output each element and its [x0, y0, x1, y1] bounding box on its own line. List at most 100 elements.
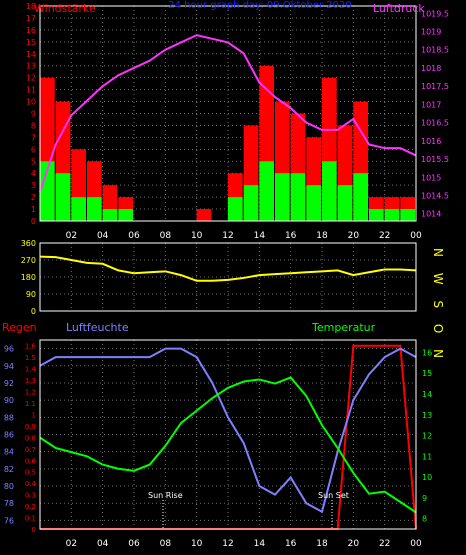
wind-average-bar — [87, 197, 102, 221]
x-tick-label: 12 — [222, 231, 233, 241]
wind-tick-label: 1 — [31, 205, 36, 214]
wind-average-bar — [322, 161, 337, 221]
x-tick-label: 06 — [128, 231, 140, 241]
humidity-axis-ticks: 76 78 80 82 84 86 88 90 92 94 96 — [4, 345, 14, 526]
rain-tick-label: 1.1 — [25, 400, 36, 408]
humidity-tick-label: 78 — [4, 499, 14, 508]
humidity-tick-label: 84 — [4, 448, 14, 457]
wind-tick-label: 10 — [26, 98, 36, 107]
wind-tick-label: 3 — [31, 181, 36, 190]
pressure-tick-label: 1016.5 — [421, 119, 449, 128]
pressure-tick-label: 1017 — [421, 100, 441, 109]
wind-tick-label: 11 — [26, 86, 36, 95]
humidity-tick-label: 96 — [4, 345, 14, 354]
x-tick-label: 02 — [66, 539, 77, 549]
pressure-tick-label: 1019.5 — [421, 9, 449, 18]
direction-tick-label: 90 — [26, 290, 36, 299]
pressure-tick-label: 1014 — [421, 210, 441, 219]
rain-tick-label: 0.2 — [25, 503, 36, 511]
direction-tick-label: 360 — [21, 239, 36, 248]
humidity-tick-label: 80 — [4, 482, 14, 491]
rain-tick-label: 0.5 — [25, 469, 36, 477]
wind-gust-bar — [196, 209, 212, 221]
wind-average-bar — [306, 185, 321, 221]
rain-tick-label: 0.8 — [25, 434, 36, 442]
humidity-line — [39, 347, 417, 514]
pressure-axis-ticks: 1014 1014.5 1015 1015.5 1016 1016.5 1017 1017.5… — [421, 9, 449, 218]
x-tick-label: 08 — [160, 231, 172, 241]
direction-tick-label: 180 — [21, 273, 36, 282]
climate-panel-x-ticks: 02 04 06 08 10 12 14 16 18 20 22 00 — [66, 539, 422, 549]
wind-tick-label: 17 — [26, 14, 36, 23]
wind-panel-frame — [39, 5, 417, 222]
pressure-tick-label: 1017.5 — [421, 82, 449, 91]
rain-axis-ticks: 0 0.1 0.2 0.3 0.4 0.5 0.6 0.7 0.8 0.9 1 1.1 1.2 1.3 1.… — [25, 343, 37, 534]
rain-tick-label: 0.3 — [25, 492, 36, 500]
temperature-tick-label: 12 — [422, 432, 432, 441]
sun-set-label: Sun Set — [318, 491, 349, 500]
temperature-tick-label: 14 — [422, 390, 432, 399]
x-tick-label: 18 — [316, 539, 328, 549]
pressure-axis-title: Luftdruck — [373, 2, 425, 15]
humidity-axis-title: Luftfeuchte — [66, 321, 129, 334]
wind-average-bar — [228, 197, 243, 221]
wind-average-bar — [275, 173, 290, 221]
wind-panel-x-ticks: 02 04 06 08 10 12 14 16 18 20 22 00 — [66, 231, 422, 241]
wind-tick-label: 18 — [26, 2, 36, 11]
rain-tick-label: 1.4 — [25, 366, 37, 374]
x-tick-label: 06 — [128, 539, 140, 549]
wind-average-bar — [243, 185, 259, 221]
rain-tick-label: 0.6 — [25, 457, 37, 465]
wind-tick-label: 15 — [26, 38, 36, 47]
pressure-tick-label: 1015.5 — [421, 155, 449, 164]
x-tick-label: 00 — [410, 231, 422, 241]
pressure-tick-label: 1015 — [421, 173, 441, 182]
wind-tick-label: 16 — [26, 26, 36, 35]
rain-tick-label: 0 — [32, 526, 36, 534]
temperature-tick-label: 13 — [422, 411, 432, 420]
compass-labels: N W S O N — [431, 248, 445, 364]
rain-tick-label: 0.9 — [25, 423, 36, 431]
wind-tick-label: 7 — [31, 133, 36, 142]
wind-average-bar — [369, 209, 384, 221]
rain-tick-label: 0.1 — [25, 515, 36, 523]
x-tick-label: 12 — [222, 539, 233, 549]
rain-tick-label: 0.7 — [25, 446, 36, 454]
humidity-tick-label: 90 — [4, 396, 14, 405]
wind-tick-label: 5 — [31, 157, 36, 166]
x-tick-label: 20 — [348, 539, 360, 549]
pressure-tick-label: 1016 — [421, 137, 441, 146]
wind-tick-label: 13 — [26, 62, 36, 71]
temperature-tick-label: 10 — [422, 473, 432, 482]
x-tick-label: 04 — [97, 231, 109, 241]
temperature-tick-label: 9 — [422, 494, 427, 503]
wind-tick-label: 2 — [31, 193, 36, 202]
x-tick-label: 16 — [285, 539, 297, 549]
pressure-tick-label: 1018 — [421, 64, 441, 73]
temperature-tick-label: 16 — [422, 348, 432, 357]
x-tick-label: 04 — [97, 539, 109, 549]
wind-tick-label: 12 — [26, 74, 36, 83]
wind-average-bar — [71, 197, 86, 221]
temperature-axis-ticks: 8 9 10 11 12 13 14 15 16 — [422, 348, 432, 523]
pressure-tick-label: 1018.5 — [421, 46, 449, 55]
x-tick-label: 10 — [191, 539, 203, 549]
wind-axis-title: Windstärke — [34, 2, 96, 15]
rain-tick-label: 0.4 — [25, 480, 37, 488]
pressure-line — [39, 34, 417, 193]
humidity-tick-label: 94 — [4, 362, 14, 371]
wind-direction-line — [39, 255, 417, 282]
wind-average-bar — [353, 173, 368, 221]
wind-tick-label: 9 — [31, 110, 36, 119]
x-tick-label: 00 — [410, 539, 422, 549]
wind-tick-label: 14 — [26, 50, 36, 59]
rain-tick-label: 1.5 — [25, 354, 36, 362]
x-tick-label: 16 — [285, 231, 297, 241]
x-tick-label: 10 — [191, 231, 203, 241]
sun-rise-label: Sun Rise — [148, 491, 183, 500]
wind-chart-title: 24 hour graph day: 09.Oktober 2020 — [168, 0, 352, 11]
wind-average-bars — [40, 161, 415, 221]
wind-average-bar — [55, 173, 71, 221]
